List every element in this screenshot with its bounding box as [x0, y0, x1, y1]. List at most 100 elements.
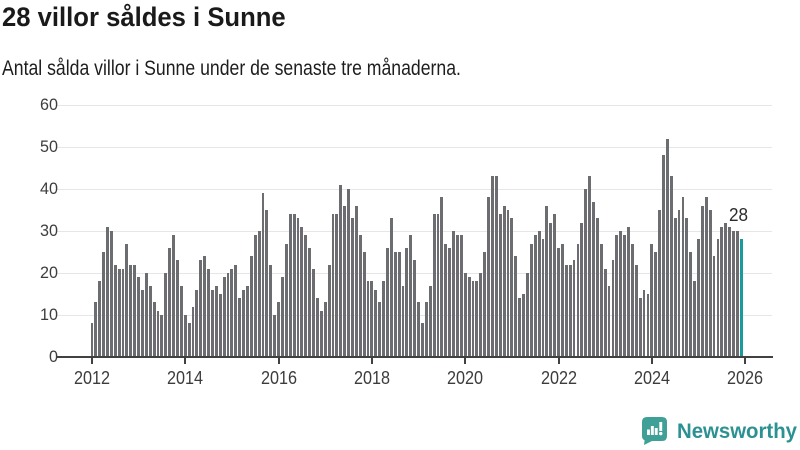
bar: [611, 260, 615, 357]
newsworthy-brand-link[interactable]: Newsworthy: [641, 416, 800, 445]
bar: [467, 277, 471, 357]
bar: [506, 210, 510, 357]
bar: [378, 302, 382, 357]
bar: [117, 268, 121, 357]
bar: [712, 256, 716, 357]
bar: [113, 264, 117, 357]
bar: [211, 289, 214, 357]
bar: [102, 252, 105, 357]
bar: [401, 285, 405, 357]
bar: [526, 273, 529, 357]
bar: [335, 214, 339, 357]
bar: [658, 210, 662, 357]
bar: [226, 273, 230, 357]
bar: [199, 260, 203, 357]
bar: [156, 310, 160, 357]
bar: [230, 268, 234, 357]
bar: [623, 235, 627, 357]
bar: [253, 235, 257, 357]
bar: [728, 226, 732, 357]
y-axis-tick-label: 10: [40, 305, 58, 324]
x-axis-tick: [370, 358, 373, 364]
bar: [498, 214, 502, 357]
bar: [491, 176, 494, 357]
bar: [638, 298, 642, 357]
bar: [183, 315, 187, 357]
bar: [308, 247, 312, 357]
newsworthy-logo-icon: [642, 417, 667, 445]
bar: [596, 218, 599, 357]
bar: [316, 298, 319, 357]
bar: [646, 294, 650, 357]
bar: [191, 306, 195, 357]
x-axis-tick-label: 2020: [447, 368, 484, 388]
x-axis-tick-label: 2018: [353, 368, 390, 388]
bar: [440, 197, 444, 357]
bar: [572, 260, 576, 357]
bar: [716, 239, 720, 357]
bar: [568, 264, 572, 357]
bar: [704, 197, 708, 357]
bar: [327, 264, 331, 357]
bar: [697, 239, 700, 357]
x-axis-tick: [90, 358, 93, 364]
bar: [463, 273, 467, 357]
bar: [331, 214, 335, 357]
x-axis-tick-label: 2026: [727, 368, 764, 388]
bar: [284, 243, 288, 357]
bar: [642, 289, 646, 357]
bar: [358, 235, 362, 357]
bar: [249, 256, 253, 357]
x-axis-tick: [744, 358, 747, 364]
y-axis-tick-label: 20: [40, 263, 58, 282]
x-axis-tick-label: 2022: [540, 368, 577, 388]
bar: [479, 273, 483, 357]
bar: [304, 235, 308, 357]
bar: [218, 294, 222, 357]
bar: [592, 201, 595, 357]
bar: [634, 264, 638, 357]
bar: [121, 268, 125, 357]
bar: [265, 210, 269, 357]
bar: [288, 214, 292, 357]
bar: [90, 323, 94, 357]
bar: [343, 205, 347, 357]
bar: [296, 218, 300, 357]
bar: [141, 289, 144, 357]
gridline: [57, 104, 772, 106]
bar: [529, 243, 533, 357]
y-axis-tick-label: 40: [40, 179, 58, 198]
bar: [319, 310, 323, 357]
bar: [673, 218, 677, 357]
bar: [246, 285, 249, 357]
bar: [362, 252, 366, 357]
bar: [576, 243, 580, 357]
chart-title: 28 villor såldes i Sunne: [2, 2, 286, 32]
bar: [580, 222, 584, 357]
bar: [444, 243, 448, 357]
bar: [257, 231, 261, 357]
bar: [160, 315, 164, 357]
bar: [537, 231, 541, 357]
bar: [584, 189, 588, 357]
bar: [654, 252, 658, 357]
bar: [483, 252, 487, 357]
bar: [106, 226, 109, 357]
gridline: [57, 188, 772, 190]
x-axis-tick: [464, 358, 467, 364]
y-axis-tick-label: 60: [40, 95, 58, 114]
bar: [238, 298, 242, 357]
bar: [242, 289, 245, 357]
bar: [413, 260, 417, 357]
bar: [607, 285, 611, 357]
bar: [281, 277, 284, 357]
bar: [172, 235, 175, 357]
y-axis-tick-label: 0: [49, 347, 58, 366]
bar: [168, 247, 172, 357]
bar: [323, 302, 327, 357]
bar: [234, 264, 238, 357]
x-axis-tick: [557, 358, 560, 364]
x-axis-line: [57, 356, 773, 358]
bar: [619, 231, 623, 357]
